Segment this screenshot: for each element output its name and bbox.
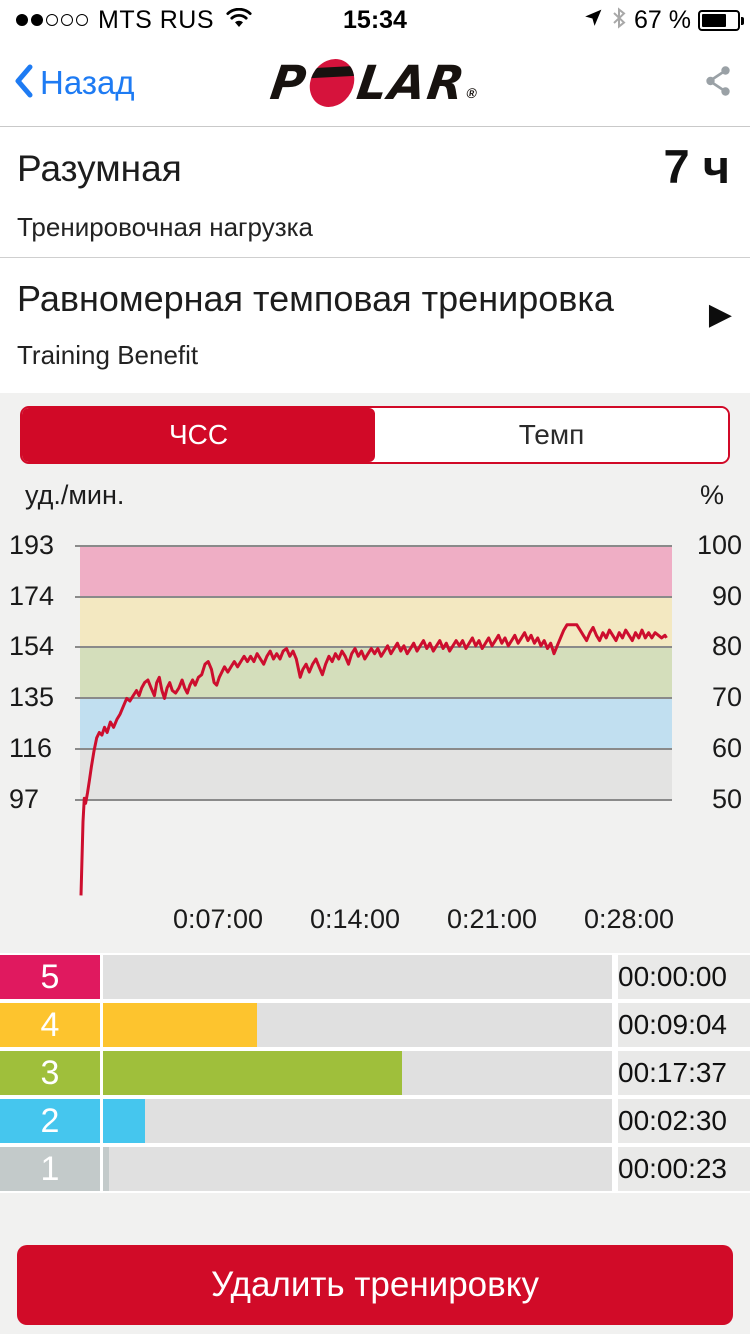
zone-number-badge: 5 xyxy=(0,955,100,999)
logo-text: P xyxy=(267,55,312,111)
x-axis-label: 0:28:00 xyxy=(583,904,675,934)
y-axis-label-percent: 90 xyxy=(711,580,742,611)
share-button[interactable] xyxy=(702,40,734,126)
delete-workout-button[interactable]: Удалить тренировку xyxy=(17,1245,733,1325)
clock: 15:34 xyxy=(343,5,407,34)
training-load-section: Разумная 7 ч Тренировочная нагрузка xyxy=(0,127,750,258)
tab-pace[interactable]: Темп xyxy=(375,408,728,462)
zone-number-badge: 3 xyxy=(0,1051,100,1095)
signal-dot xyxy=(46,14,58,26)
training-load-hours: 7 ч xyxy=(663,140,730,193)
zone-time-bar xyxy=(102,1051,612,1095)
axis-units-row: уд./мин. % xyxy=(0,480,750,512)
zone-time-bar xyxy=(102,1099,612,1143)
y-axis-label-bpm: 135 xyxy=(9,682,55,713)
zone-time-value: 00:09:04 xyxy=(618,1003,750,1047)
wifi-icon xyxy=(226,7,252,33)
y-axis-label-bpm: 116 xyxy=(9,732,53,763)
x-axis-label: 0:07:00 xyxy=(172,904,264,934)
zone-row-2: 2 00:02:30 xyxy=(0,1099,750,1143)
training-benefit-title: Равномерная темповая тренировка xyxy=(17,278,614,319)
signal-strength-icon xyxy=(16,14,88,26)
chevron-left-icon xyxy=(14,64,34,103)
gridline xyxy=(75,595,672,598)
back-label: Назад xyxy=(40,64,135,101)
disclosure-arrow-icon[interactable]: ▶ xyxy=(708,298,732,331)
zone-time-bar xyxy=(102,955,612,999)
zone-time-bar-fill xyxy=(102,1099,146,1143)
back-button[interactable]: Назад xyxy=(14,40,135,126)
signal-dot xyxy=(31,14,43,26)
zone-time-value: 00:17:37 xyxy=(618,1051,750,1095)
x-axis-label: 0:14:00 xyxy=(309,904,401,934)
training-load-value-label: Разумная xyxy=(17,148,182,189)
logo-red-o xyxy=(307,59,359,107)
gridline xyxy=(75,747,672,750)
tab-hr[interactable]: ЧСС xyxy=(22,408,375,462)
status-right: 67 % xyxy=(583,0,744,40)
registered-mark: ® xyxy=(465,85,479,101)
share-icon xyxy=(702,64,734,103)
gridline xyxy=(75,545,672,547)
chart-area: ЧСС Темп уд./мин. % 193 100 174 90 154 80 135 70… xyxy=(0,406,750,1325)
hr-chart: 193 100 174 90 154 80 135 70 116 60 97 50 0:07:00 0:1… xyxy=(0,519,750,944)
zone-number-badge: 4 xyxy=(0,1003,100,1047)
training-benefit-caption: Training Benefit xyxy=(17,340,199,370)
zone-row-3: 3 00:17:37 xyxy=(0,1051,750,1095)
y-axis-label-bpm: 193 xyxy=(9,530,55,560)
location-arrow-icon xyxy=(583,7,604,33)
hr-pace-tabs: ЧСС Темп xyxy=(20,406,730,464)
zone-time-bar-fill xyxy=(102,1003,257,1047)
y-axis-label-bpm: 97 xyxy=(9,783,40,814)
polar-logo: P LAR ® xyxy=(0,40,750,126)
hr-zone-band-1 xyxy=(80,748,672,800)
zone-number-badge: 1 xyxy=(0,1147,100,1191)
training-load-caption: Тренировочная нагрузка xyxy=(17,212,314,242)
zone-time-bar-fill xyxy=(102,1147,110,1191)
zone-row-1: 1 00:00:23 xyxy=(0,1147,750,1191)
zone-time-bar xyxy=(102,1003,612,1047)
signal-dot xyxy=(16,14,28,26)
zone-time-value: 00:00:00 xyxy=(618,955,750,999)
zone-time-bar-fill xyxy=(102,1051,403,1095)
battery-percent: 67 % xyxy=(634,5,691,34)
bluetooth-icon xyxy=(611,6,627,34)
signal-dot xyxy=(76,14,88,26)
zone-time-value: 00:02:30 xyxy=(618,1099,750,1143)
y-axis-label-percent: 80 xyxy=(711,631,742,662)
y-axis-label-bpm: 174 xyxy=(9,580,55,611)
zone-row-5: 5 00:00:00 xyxy=(0,955,750,999)
zone-time-bar xyxy=(102,1147,612,1191)
zone-number-badge: 2 xyxy=(0,1099,100,1143)
status-bar: MTS RUS 15:34 67 % xyxy=(0,0,750,40)
zone-time-value: 00:00:23 xyxy=(618,1147,750,1191)
hr-line-svg xyxy=(79,623,668,896)
y-axis-label-percent: 70 xyxy=(711,682,742,713)
hr-zone-band-2 xyxy=(80,698,672,749)
gridline xyxy=(75,646,672,649)
gridline xyxy=(75,697,672,700)
gridline xyxy=(75,798,672,801)
hr-zone-band-5 xyxy=(80,546,672,597)
training-benefit-section[interactable]: Равномерная темповая тренировка ▶ Traini… xyxy=(0,258,750,393)
right-axis-unit: % xyxy=(699,480,724,510)
battery-icon xyxy=(698,9,744,31)
y-axis-label-bpm: 154 xyxy=(9,631,55,662)
zone-table: 5 00:00:00 4 00:09:04 3 00:17:37 2 00:02:30 1 00:… xyxy=(0,953,750,1193)
signal-dot xyxy=(61,14,73,26)
x-axis-label: 0:21:00 xyxy=(446,904,538,934)
hr-zone-band-4 xyxy=(80,596,672,648)
status-left: MTS RUS xyxy=(16,6,252,35)
carrier-label: MTS RUS xyxy=(98,5,214,34)
logo-text: LAR xyxy=(353,55,471,111)
left-axis-unit: уд./мин. xyxy=(25,480,125,510)
nav-bar: Назад P LAR ® xyxy=(0,40,750,127)
y-axis-label-percent: 60 xyxy=(711,732,742,763)
y-axis-label-percent: 50 xyxy=(711,783,742,814)
zone-row-4: 4 00:09:04 xyxy=(0,1003,750,1047)
y-axis-label-percent: 100 xyxy=(696,530,742,560)
